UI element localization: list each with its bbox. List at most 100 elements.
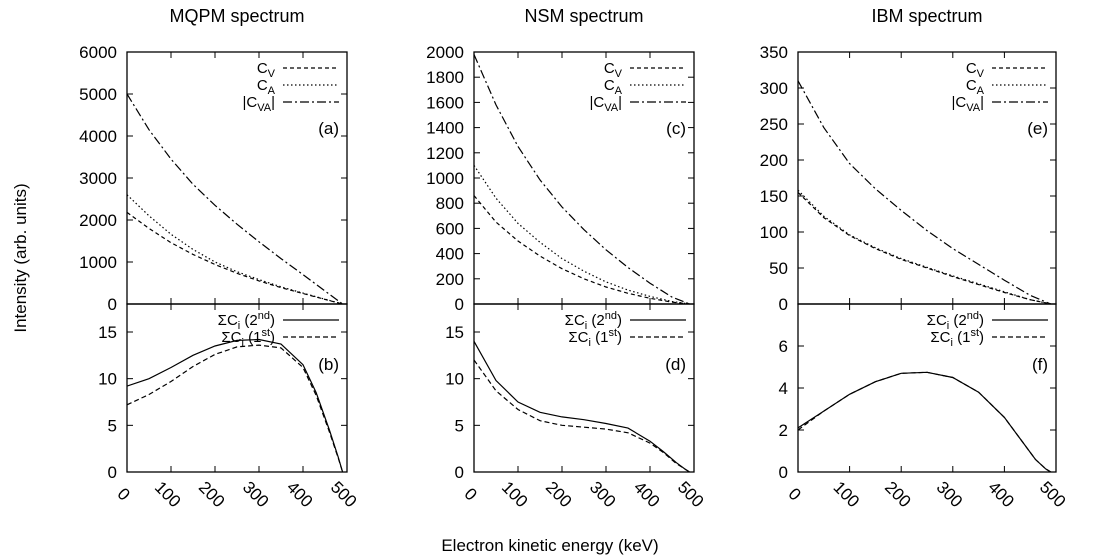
series-line xyxy=(797,371,1052,473)
legend-label: ΣCi (2nd) xyxy=(927,310,984,332)
y-tick-label: 4000 xyxy=(79,127,117,146)
y-tick-label: 10 xyxy=(445,370,464,389)
x-tick-label: 100 xyxy=(151,478,184,511)
x-tick-label: 200 xyxy=(542,478,575,511)
y-axis-title: Intensity (arb. units) xyxy=(11,183,30,332)
series-line xyxy=(473,341,690,473)
legend-label: ΣCi (1st) xyxy=(221,327,275,349)
panel-label: (c) xyxy=(666,119,686,138)
panel-b: 0 5 10 15 0 100 200 300 400 500 ΣCi (2nd)ΣCi (1st)… xyxy=(98,303,360,511)
y-tick-label: 200 xyxy=(760,151,788,170)
column-title: NSM spectrum xyxy=(524,6,643,26)
x-tick-label: 300 xyxy=(933,478,966,511)
x-tick-label: 500 xyxy=(674,478,707,511)
panel-frame xyxy=(473,303,695,473)
x-tick-label: 200 xyxy=(195,478,228,511)
x-tick-label: 100 xyxy=(498,478,531,511)
legend-label: ΣCi (2nd) xyxy=(218,310,275,332)
y-tick-label: 15 xyxy=(98,323,117,342)
y-tick-label: 2 xyxy=(779,421,788,440)
x-tick-label: 300 xyxy=(586,478,619,511)
y-tick-label: 800 xyxy=(436,194,464,213)
legend-label: ΣCi (1st) xyxy=(568,327,622,349)
panel-label: (d) xyxy=(665,355,686,374)
x-axis-title: Electron kinetic energy (keV) xyxy=(441,536,658,555)
y-tick-label: 5 xyxy=(455,416,464,435)
y-tick-label: 300 xyxy=(760,79,788,98)
y-tick-label: 1600 xyxy=(426,93,464,112)
legend-label: CA xyxy=(966,77,985,97)
x-tick-label: 400 xyxy=(283,478,316,511)
panel-frame xyxy=(126,51,348,305)
x-tick-label: 300 xyxy=(239,478,272,511)
x-tick-label: 400 xyxy=(984,478,1017,511)
x-tick-label: 0 xyxy=(785,484,805,504)
legend-label: CA xyxy=(257,77,276,97)
panel-c: 0 200 400 600 800 1000 1200 1400 1600 1800 2000 CVC… xyxy=(426,6,695,314)
series-line xyxy=(126,338,344,473)
x-tick-label: 100 xyxy=(829,478,862,511)
series-line xyxy=(797,189,1051,305)
y-tick-label: 4 xyxy=(779,379,788,398)
y-tick-label: 150 xyxy=(760,187,788,206)
y-tick-label: 200 xyxy=(436,270,464,289)
y-tick-label: 400 xyxy=(436,245,464,264)
legend-label: ΣCi (2nd) xyxy=(565,310,622,332)
y-tick-label: 100 xyxy=(760,223,788,242)
panel-label: (e) xyxy=(1027,119,1048,138)
column-title: MQPM spectrum xyxy=(169,6,304,26)
y-tick-label: 6000 xyxy=(79,43,117,62)
series-line xyxy=(473,165,690,305)
y-tick-label: 10 xyxy=(98,370,117,389)
y-tick-label: 50 xyxy=(769,259,788,278)
y-tick-label: 6 xyxy=(779,337,788,356)
y-tick-label: 0 xyxy=(108,463,117,482)
column-title: IBM spectrum xyxy=(871,6,982,26)
y-tick-label: 1200 xyxy=(426,144,464,163)
y-tick-label: 1000 xyxy=(426,169,464,188)
legend-label: CV xyxy=(604,60,623,80)
y-tick-label: 0 xyxy=(455,463,464,482)
y-tick-label: 1800 xyxy=(426,68,464,87)
legend-label: |CVA| xyxy=(952,94,985,114)
series-line xyxy=(126,194,343,305)
panel-frame xyxy=(126,303,348,473)
x-tick-label: 0 xyxy=(461,484,481,504)
series-line xyxy=(797,371,1052,473)
series-line xyxy=(473,359,690,473)
panel-frame xyxy=(473,51,695,305)
y-tick-label: 0 xyxy=(779,463,788,482)
y-tick-label: 2000 xyxy=(426,43,464,62)
series-line xyxy=(797,80,1052,305)
y-tick-label: 350 xyxy=(760,43,788,62)
series-line xyxy=(797,191,1051,305)
panel-frame xyxy=(797,303,1057,473)
x-tick-label: 500 xyxy=(327,478,360,511)
legend-label: |CVA| xyxy=(590,94,623,114)
panel-label: (f) xyxy=(1032,355,1048,374)
x-tick-label: 500 xyxy=(1036,478,1069,511)
y-tick-label: 600 xyxy=(436,219,464,238)
panel-d: 0 5 10 15 0 100 200 300 400 500 ΣCi (2nd)ΣCi (1st)… xyxy=(445,303,707,511)
series-line xyxy=(126,211,343,305)
x-tick-label: 400 xyxy=(630,478,663,511)
x-tick-label: 200 xyxy=(881,478,914,511)
legend-label: CV xyxy=(966,60,985,80)
legend-label: CA xyxy=(604,77,623,97)
legend-label: CV xyxy=(257,60,276,80)
y-tick-label: 5000 xyxy=(79,85,117,104)
x-tick-label: 0 xyxy=(114,484,134,504)
y-tick-label: 0 xyxy=(455,295,464,314)
y-tick-label: 250 xyxy=(760,115,788,134)
y-tick-label: 2000 xyxy=(79,211,117,230)
legend-label: |CVA| xyxy=(243,94,276,114)
panel-label: (b) xyxy=(318,355,339,374)
panel-f: 0 2 4 6 0 100 200 300 400 500 ΣCi (2nd)ΣCi (1st) (f… xyxy=(779,303,1069,511)
series-line xyxy=(126,344,344,473)
y-tick-label: 1400 xyxy=(426,119,464,138)
y-tick-label: 0 xyxy=(108,295,117,314)
y-tick-label: 3000 xyxy=(79,169,117,188)
series-line xyxy=(126,93,343,305)
